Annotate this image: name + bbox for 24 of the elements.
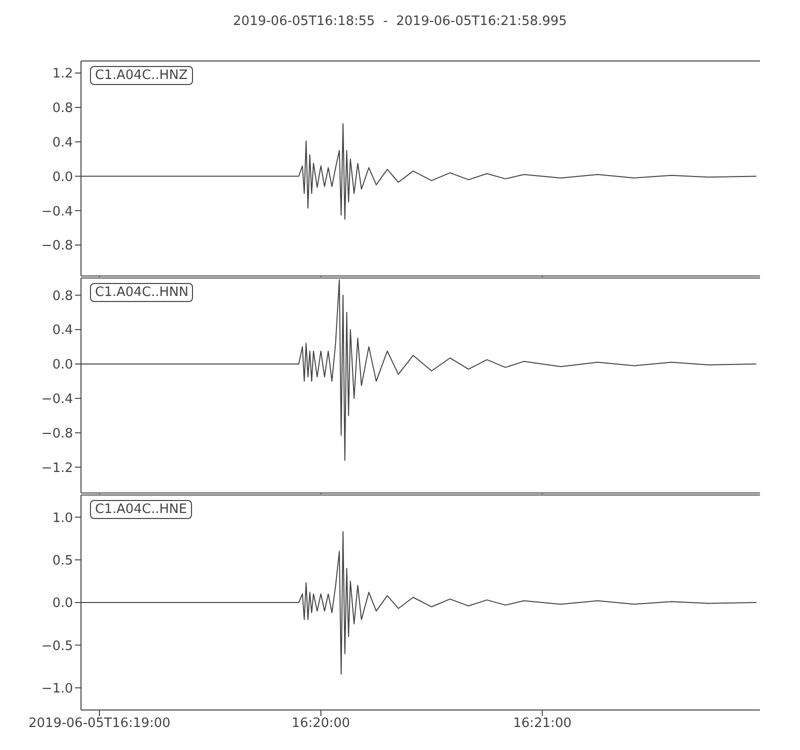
chart-title: 2019-06-05T16:18:55 - 2019-06-05T16:21:58.995 — [232, 13, 568, 31]
y-tick-label: 1.2 — [52, 66, 73, 82]
y-tick-label: −0.8 — [41, 238, 73, 254]
y-tick-label: 0.4 — [52, 323, 73, 338]
annotation: C1.A04C..HNN — [90, 283, 194, 302]
y-tick-label: 0.0 — [52, 358, 73, 373]
y-tick-label: 0.0 — [52, 596, 73, 612]
y-tick-label: −0.4 — [41, 392, 73, 408]
y-tick-label: −1.2 — [41, 460, 73, 476]
y-tick-label: 0.4 — [52, 135, 73, 150]
y-tick-label: 0.5 — [52, 553, 73, 568]
y-tick-label: 0.8 — [52, 288, 73, 304]
x-tick-label: 16:21:00 — [513, 716, 572, 732]
y-tick-label: −1.0 — [41, 681, 73, 696]
y-tick-label: −0.4 — [41, 204, 73, 220]
y-tick-label: 0.8 — [52, 101, 73, 116]
x-tick-label: 2019-06-05T16:19:00 — [28, 716, 170, 732]
x-tick-label: 16:20:00 — [292, 716, 350, 732]
y-tick-label: −0.5 — [41, 638, 73, 654]
annotation: C1.A04C..HNE — [90, 500, 192, 519]
annotation: C1.A04C..HNZ — [90, 66, 193, 85]
y-tick-label: 1.0 — [52, 510, 73, 526]
y-tick-label: 0.0 — [52, 170, 73, 185]
y-tick-label: −0.8 — [41, 426, 73, 442]
